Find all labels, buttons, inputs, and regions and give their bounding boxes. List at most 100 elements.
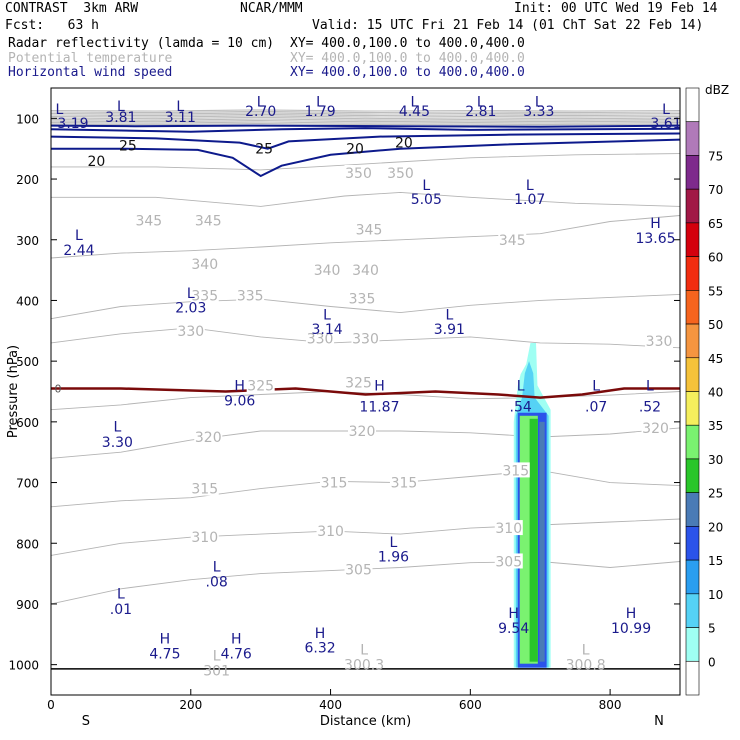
theta-label: 330 — [177, 324, 204, 340]
theta-label: 305 — [495, 554, 522, 570]
center-hl-mark: L — [187, 286, 195, 302]
colorbar-swatch — [685, 188, 700, 224]
theta-label-bg — [176, 322, 205, 338]
colorbar-swatch — [685, 357, 700, 392]
theta-label: 345 — [135, 213, 162, 229]
x-end-left: S — [82, 714, 90, 729]
center-value: 2.81 — [465, 104, 496, 120]
center-hl-mark: L — [117, 587, 125, 603]
theta-label-bg — [194, 429, 223, 445]
colorbar-level-label: 25 — [708, 487, 723, 501]
center-hl-mark: H — [374, 378, 385, 394]
center-value: 3.11 — [165, 110, 196, 126]
wind-label: 20 — [346, 142, 364, 158]
center-hl-mark: H — [160, 632, 171, 648]
center-value: 5.05 — [411, 192, 442, 208]
wind-label: 20 — [395, 136, 413, 152]
center-value: 1.96 — [378, 550, 409, 566]
valid-time: Valid: 15 UTC Fri 21 Feb 14 (01 ChT Sat … — [312, 18, 704, 33]
center-hl-mark: L — [526, 178, 534, 194]
theta-label-bg — [348, 290, 377, 306]
theta-contour — [51, 191, 681, 207]
colorbar-swatch — [685, 660, 700, 696]
colorbar-swatch — [685, 492, 700, 527]
y-tick-label: 700 — [16, 477, 39, 491]
theta-contour-upper — [50, 122, 681, 126]
theta-label: 350 — [387, 166, 414, 182]
theta-label: 340 — [314, 263, 341, 279]
center-hl-mark: H — [508, 606, 519, 622]
theta-label: 340 — [352, 263, 379, 279]
center-value: 2.70 — [245, 104, 276, 120]
theta-label: 335 — [191, 289, 218, 305]
colorbar-swatch — [685, 155, 700, 190]
theta-contour-upper — [50, 113, 681, 117]
colorbar-swatch — [685, 424, 700, 460]
surface-hl-mark: L — [213, 649, 221, 665]
colorbar-level-label: 50 — [708, 318, 723, 332]
theta-label-bg — [320, 474, 349, 490]
theta-contour-upper — [50, 112, 681, 115]
wind-label: 25 — [119, 139, 137, 155]
center-hl-mark: H — [234, 378, 245, 394]
center-value: .08 — [206, 574, 228, 590]
center-value: 3.14 — [311, 322, 342, 338]
radar-30dbz — [529, 418, 538, 662]
colorbar-level-label: 70 — [708, 183, 723, 197]
theta-contour — [50, 391, 681, 411]
center-value: .01 — [110, 602, 132, 618]
wind-contour — [50, 132, 681, 150]
center-hl-mark: H — [231, 632, 242, 648]
colorbar-swatch — [685, 222, 700, 257]
center-hl-mark: L — [55, 102, 63, 118]
plot-frame — [50, 87, 681, 696]
center-hl-mark: L — [445, 307, 453, 323]
x-tick-label: 400 — [319, 698, 342, 712]
colorbar-level-label: 60 — [708, 251, 723, 265]
center-value: 3.61 — [650, 116, 681, 132]
theta-contour — [50, 215, 681, 259]
theta-label-bg — [344, 374, 373, 390]
colorbar-swatch — [685, 458, 700, 493]
model-title: CONTRAST 3km ARW — [5, 1, 139, 16]
colorbar-level-label: 75 — [708, 149, 723, 163]
theta-label-bg — [344, 164, 373, 180]
center-hl-mark: L — [411, 94, 419, 110]
theta-label-bg — [354, 221, 383, 237]
theta-label: 310 — [495, 521, 522, 537]
wind-contour — [51, 138, 681, 178]
x-tick-label: 200 — [179, 698, 202, 712]
y-tick-label: 900 — [16, 598, 39, 612]
theta-contour-upper — [50, 119, 681, 123]
colorbar-unit: dBZ — [705, 83, 729, 97]
theta-label: 340 — [191, 257, 218, 273]
theta-contour-upper — [50, 118, 681, 121]
theta-label-bg — [386, 164, 415, 180]
field-wind: Horizontal wind speed — [8, 65, 173, 80]
theta-label-bg — [641, 419, 670, 435]
center-value: .54 — [510, 400, 532, 416]
center-value: 11.87 — [359, 400, 399, 416]
theta-contour-upper — [50, 116, 681, 120]
theta-label: 310 — [317, 524, 344, 540]
center-hl-mark: L — [390, 535, 398, 551]
center-hl-mark: L — [316, 94, 324, 110]
center-hl-mark: L — [323, 307, 331, 323]
theta-label: 335 — [349, 292, 376, 308]
colorbar-level-label: 10 — [708, 588, 723, 602]
theta-label-bg — [316, 523, 345, 539]
forecast-hour: Fcst: 63 h — [5, 18, 99, 33]
center-hl-mark: H — [650, 216, 661, 232]
y-tick-label: 1000 — [8, 659, 39, 673]
y-tick-label: 100 — [16, 112, 39, 126]
center-value: 2.03 — [175, 301, 206, 317]
theta-contour — [50, 469, 681, 508]
field-reflectivity-xy: XY= 400.0,100.0 to 400.0,400.0 — [290, 36, 525, 51]
theta-label-bg — [246, 377, 275, 393]
theta-label: 320 — [195, 430, 222, 446]
colorbar-swatch — [685, 323, 700, 359]
theta-label-bg — [134, 212, 163, 228]
colorbar-level-label: 65 — [708, 217, 723, 231]
theta-contour — [50, 293, 681, 320]
colorbar-swatch — [685, 526, 700, 561]
